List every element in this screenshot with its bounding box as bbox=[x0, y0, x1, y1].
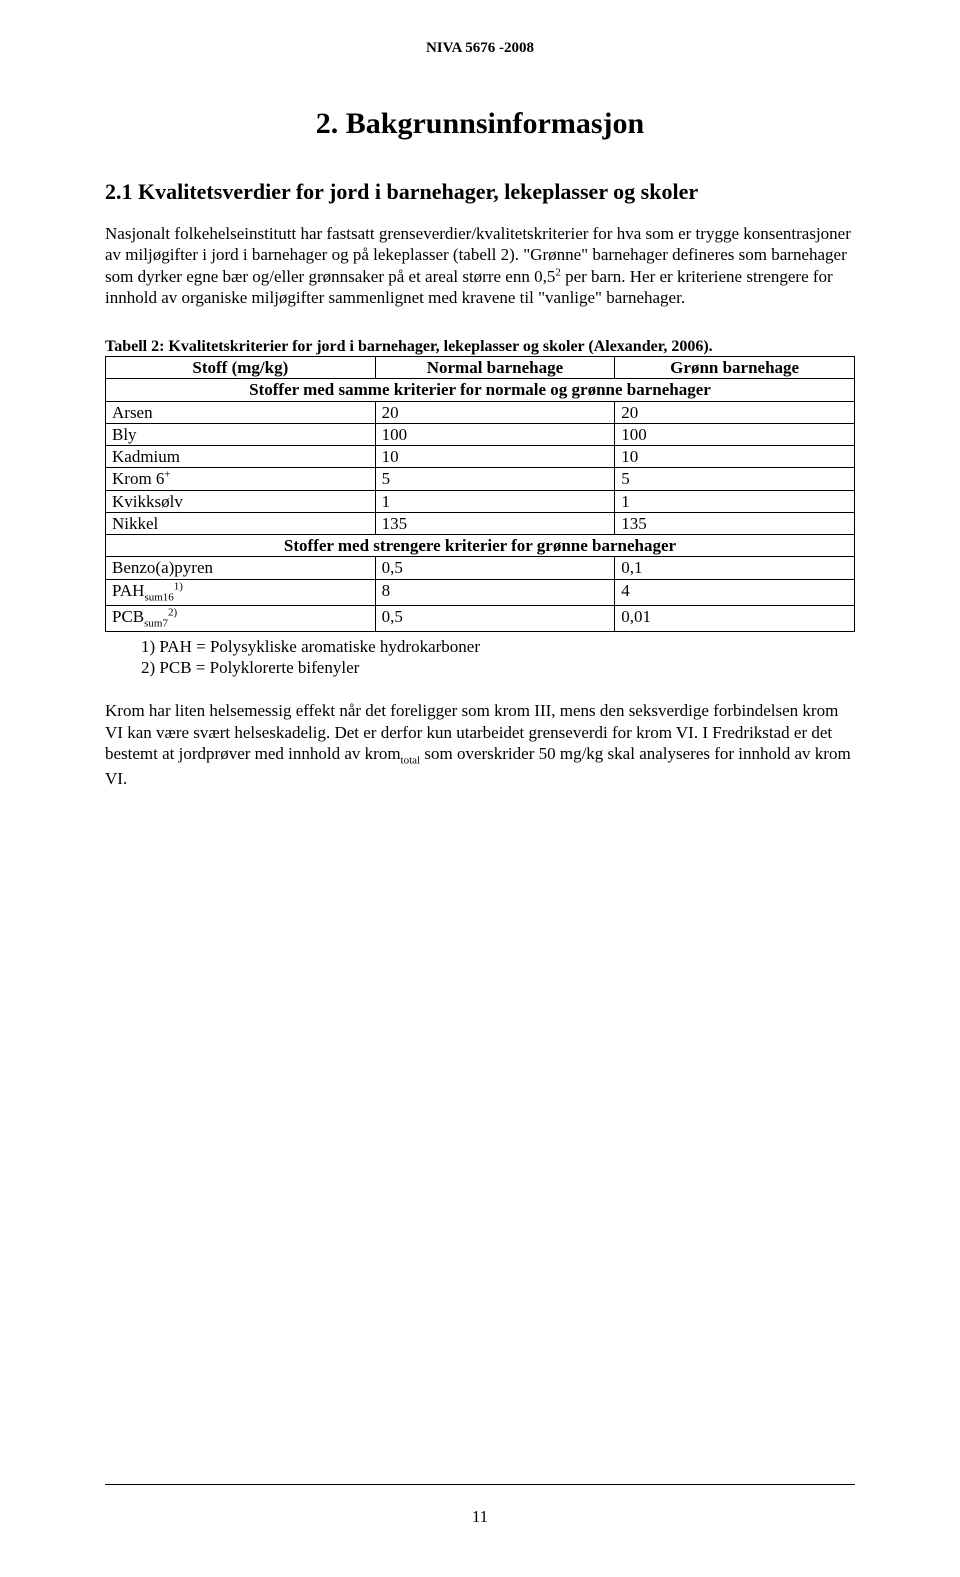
cell-stoff: Krom 6+ bbox=[106, 468, 376, 490]
subsection-title: 2.1 Kvalitetsverdier for jord i barnehag… bbox=[105, 179, 855, 205]
cell-gronn: 135 bbox=[615, 512, 855, 534]
cell-gronn: 10 bbox=[615, 446, 855, 468]
cell-gronn: 1 bbox=[615, 490, 855, 512]
page-footer: 11 bbox=[105, 1484, 855, 1527]
table-row: Benzo(a)pyren0,50,1 bbox=[106, 557, 855, 579]
cell-normal: 1 bbox=[375, 490, 615, 512]
subheader-same: Stoffer med samme kriterier for normale … bbox=[106, 379, 855, 401]
footnote-2: 2) PCB = Polyklorerte bifenyler bbox=[141, 657, 855, 678]
cell-normal: 5 bbox=[375, 468, 615, 490]
cell-gronn: 100 bbox=[615, 423, 855, 445]
table-header-row: Stoff (mg/kg) Normal barnehage Grønn bar… bbox=[106, 357, 855, 379]
cell-stoff: Benzo(a)pyren bbox=[106, 557, 376, 579]
cell-stoff: Kadmium bbox=[106, 446, 376, 468]
table-subheader-row: Stoffer med samme kriterier for normale … bbox=[106, 379, 855, 401]
table-footnotes: 1) PAH = Polysykliske aromatiske hydroka… bbox=[141, 636, 855, 679]
table-subheader-row: Stoffer med strengere kriterier for grøn… bbox=[106, 535, 855, 557]
cell-stoff: PCBsum72) bbox=[106, 605, 376, 631]
paragraph-2: Krom har liten helsemessig effekt når de… bbox=[105, 700, 855, 789]
cell-gronn: 0,01 bbox=[615, 605, 855, 631]
cell-normal: 0,5 bbox=[375, 557, 615, 579]
paragraph-1: Nasjonalt folkehelseinstitutt har fastsa… bbox=[105, 223, 855, 308]
cell-stoff: Arsen bbox=[106, 401, 376, 423]
cell-gronn: 0,1 bbox=[615, 557, 855, 579]
table-row: Kadmium1010 bbox=[106, 446, 855, 468]
subheader-strict: Stoffer med strengere kriterier for grøn… bbox=[106, 535, 855, 557]
table-row: PAHsum161)84 bbox=[106, 579, 855, 605]
section-title: 2. Bakgrunnsinformasjon bbox=[105, 107, 855, 141]
cell-gronn: 4 bbox=[615, 579, 855, 605]
table-row: Bly100100 bbox=[106, 423, 855, 445]
table-row: PCBsum72)0,50,01 bbox=[106, 605, 855, 631]
page-number: 11 bbox=[105, 1507, 855, 1527]
footnote-1: 1) PAH = Polysykliske aromatiske hydroka… bbox=[141, 636, 855, 657]
cell-normal: 135 bbox=[375, 512, 615, 534]
table-row: Arsen2020 bbox=[106, 401, 855, 423]
page: NIVA 5676 -2008 2. Bakgrunnsinformasjon … bbox=[0, 0, 960, 1577]
footer-rule bbox=[105, 1484, 855, 1485]
cell-gronn: 20 bbox=[615, 401, 855, 423]
cell-normal: 0,5 bbox=[375, 605, 615, 631]
col-header-stoff: Stoff (mg/kg) bbox=[106, 357, 376, 379]
cell-normal: 100 bbox=[375, 423, 615, 445]
table-caption: Tabell 2: Kvalitetskriterier for jord i … bbox=[105, 338, 855, 356]
cell-stoff: Kvikksølv bbox=[106, 490, 376, 512]
table-row: Nikkel135135 bbox=[106, 512, 855, 534]
cell-stoff: Bly bbox=[106, 423, 376, 445]
cell-normal: 20 bbox=[375, 401, 615, 423]
table-row: Krom 6+55 bbox=[106, 468, 855, 490]
criteria-table: Stoff (mg/kg) Normal barnehage Grønn bar… bbox=[105, 356, 855, 632]
cell-stoff: Nikkel bbox=[106, 512, 376, 534]
cell-gronn: 5 bbox=[615, 468, 855, 490]
col-header-gronn: Grønn barnehage bbox=[615, 357, 855, 379]
table-row: Kvikksølv11 bbox=[106, 490, 855, 512]
document-header: NIVA 5676 -2008 bbox=[105, 40, 855, 57]
col-header-normal: Normal barnehage bbox=[375, 357, 615, 379]
cell-normal: 8 bbox=[375, 579, 615, 605]
cell-normal: 10 bbox=[375, 446, 615, 468]
cell-stoff: PAHsum161) bbox=[106, 579, 376, 605]
